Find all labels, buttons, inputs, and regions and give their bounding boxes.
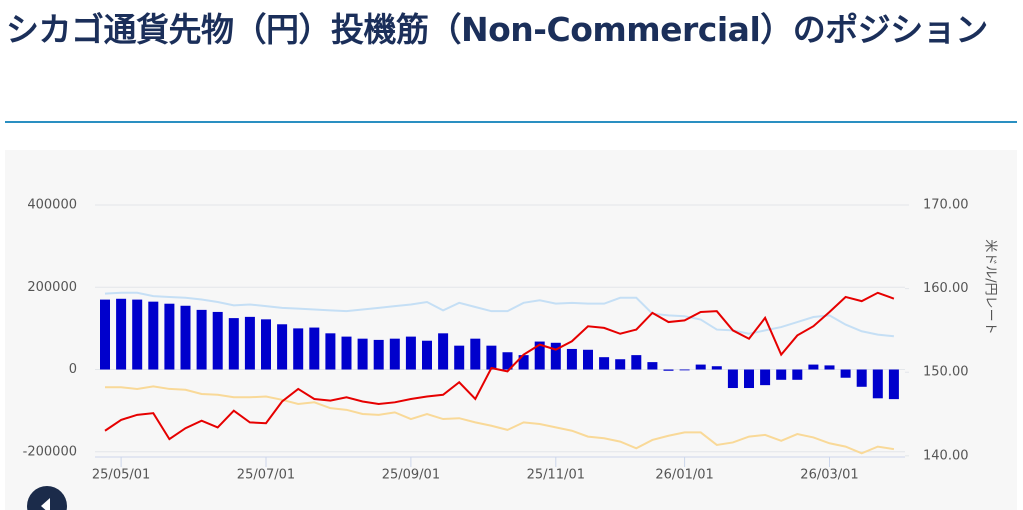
bar bbox=[100, 299, 110, 370]
line bbox=[104, 291, 895, 441]
bar bbox=[422, 340, 432, 370]
bar bbox=[357, 338, 368, 370]
bar bbox=[212, 311, 223, 370]
bar bbox=[164, 303, 175, 370]
bar bbox=[534, 341, 545, 370]
bar bbox=[792, 369, 803, 380]
y2-tick-label: 140.00 bbox=[923, 448, 969, 463]
bar bbox=[438, 333, 449, 370]
bar bbox=[116, 298, 127, 370]
y-tick-label: 0 bbox=[69, 362, 77, 377]
bar bbox=[341, 336, 352, 370]
bar bbox=[132, 299, 143, 370]
bar bbox=[470, 338, 481, 370]
bar bbox=[277, 324, 288, 370]
x-tick-label: 25/09/01 bbox=[382, 468, 440, 483]
bar bbox=[148, 301, 159, 370]
scroll-arrow bbox=[41, 498, 50, 510]
bar bbox=[615, 359, 626, 370]
x-tick-label: 25/07/01 bbox=[237, 468, 295, 483]
line bbox=[105, 385, 895, 455]
y2-tick-label: 160.00 bbox=[923, 281, 969, 296]
y2-axis-title: 米ドル/円レート bbox=[983, 239, 998, 334]
chart: 米ドル/円レート -200000 0 200000 400000 140.00 150.0… bbox=[5, 150, 1017, 510]
bar bbox=[760, 369, 771, 386]
bar bbox=[663, 369, 674, 371]
bar bbox=[808, 364, 819, 370]
y-tick-label: -200000 bbox=[23, 444, 77, 459]
bar bbox=[888, 369, 899, 400]
bar bbox=[405, 336, 416, 370]
bar bbox=[840, 369, 851, 378]
bar bbox=[824, 365, 835, 370]
bar bbox=[373, 339, 384, 370]
bar bbox=[695, 364, 706, 370]
bar bbox=[518, 355, 529, 370]
bar bbox=[566, 348, 577, 370]
bar bbox=[454, 345, 465, 370]
bar bbox=[196, 309, 207, 370]
bar bbox=[325, 333, 336, 370]
bar bbox=[583, 349, 593, 370]
x-tick-label: 26/03/01 bbox=[800, 468, 858, 483]
bar bbox=[180, 305, 191, 370]
bar bbox=[244, 316, 255, 370]
bar bbox=[679, 369, 690, 371]
page-title: シカゴ通貨先物（円）投機筋（Non-Commercial）のポジション bbox=[6, 10, 988, 49]
bar bbox=[631, 355, 642, 370]
scroll-button[interactable] bbox=[27, 486, 67, 510]
bar bbox=[856, 369, 867, 387]
bar bbox=[550, 342, 561, 370]
bar bbox=[711, 366, 722, 370]
title-rule bbox=[5, 121, 1017, 123]
x-tick-label: 25/11/01 bbox=[527, 468, 585, 483]
bar bbox=[647, 362, 658, 370]
x-tick-label: 26/01/01 bbox=[655, 468, 713, 483]
bar bbox=[228, 318, 239, 370]
x-tick-label: 25/05/01 bbox=[92, 468, 150, 483]
y-tick-label: 400000 bbox=[27, 198, 77, 213]
bar bbox=[599, 357, 610, 370]
y2-tick-label: 170.00 bbox=[923, 198, 969, 213]
bar bbox=[261, 319, 271, 370]
bar bbox=[309, 327, 320, 370]
bar bbox=[727, 369, 738, 389]
bar bbox=[776, 369, 787, 380]
bar bbox=[486, 345, 497, 370]
bar bbox=[502, 352, 513, 370]
bar bbox=[293, 328, 304, 370]
bar bbox=[872, 369, 883, 399]
y2-tick-label: 150.00 bbox=[923, 365, 969, 380]
y-tick-label: 200000 bbox=[27, 280, 77, 295]
bar bbox=[389, 338, 400, 370]
bar bbox=[744, 369, 754, 389]
line bbox=[104, 291, 895, 338]
